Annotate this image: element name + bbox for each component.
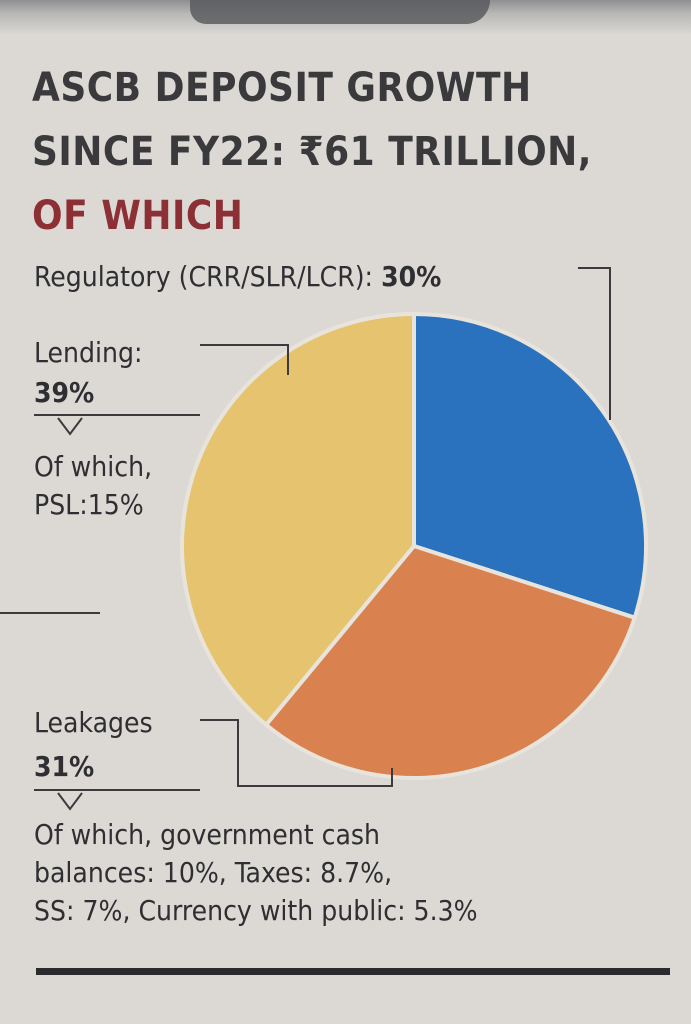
slice-leakages [264, 544, 637, 780]
regulatory-name: Regulatory (CRR/SLR/LCR): [34, 260, 374, 293]
lending-caret [57, 417, 83, 436]
slice-regulatory [412, 312, 648, 620]
lending-leader-line [200, 344, 289, 375]
lending-sub-line-1: Of which, [34, 450, 153, 483]
bottom-rule [36, 968, 670, 975]
top-shadow-blob [190, 0, 490, 24]
regulatory-value: 30% [381, 260, 442, 293]
leakages-leader-line [200, 719, 393, 787]
leakages-name: Leakages [34, 706, 153, 739]
leader-lines [34, 267, 611, 811]
leakages-value: 31% [34, 750, 94, 784]
title-line-3: OF WHICH [32, 193, 244, 239]
lending-name: Lending: [34, 336, 143, 369]
top-shadow [0, 0, 691, 34]
leakages-caret [57, 792, 83, 811]
title-line-2: SINCE FY22: ₹61 TRILLION, [32, 129, 592, 175]
leakages-value-text: 31% [34, 750, 95, 783]
leakages-sub-line-2: balances: 10%, Taxes: 8.7%, [34, 856, 393, 889]
column-divider [0, 612, 100, 614]
leakages-sub-line-3: SS: 7%, Currency with public: 5.3% [34, 894, 478, 927]
regulatory-leader-line [578, 267, 611, 420]
slice-lending [180, 312, 416, 727]
leakages-sub-line-1: Of which, government cash [34, 818, 380, 851]
regulatory-label: Regulatory (CRR/SLR/LCR): 30% [34, 260, 441, 294]
pie-slices [180, 312, 648, 780]
title-line-1: ASCB DEPOSIT GROWTH [32, 65, 532, 111]
lending-value: 39% [34, 376, 94, 410]
lending-value-text: 39% [34, 376, 95, 409]
chart-title: ASCB DEPOSIT GROWTH SINCE FY22: ₹61 TRIL… [32, 56, 672, 248]
lending-sub-line-2: PSL:15% [34, 488, 144, 521]
